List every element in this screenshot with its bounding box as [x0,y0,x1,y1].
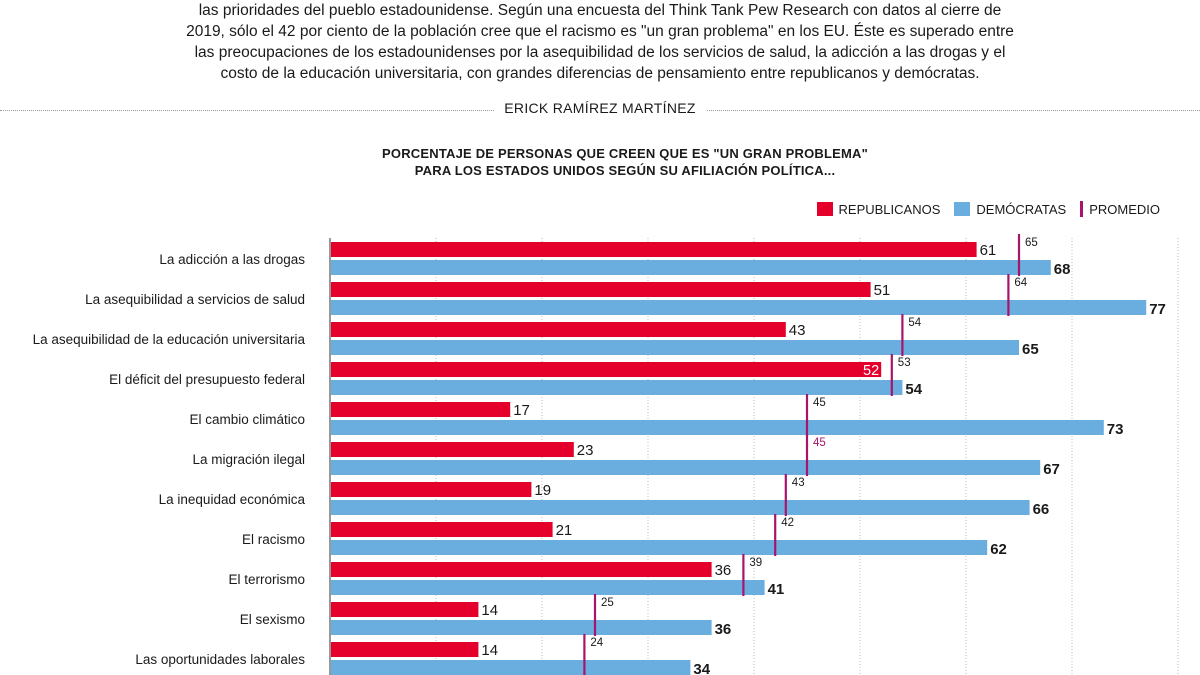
value-label-democratas: 41 [768,581,785,598]
category-label: La migración ilegal [192,452,305,467]
bar-democratas [331,340,1019,355]
legend-swatch-promedio [1080,201,1084,217]
category-label: La inequidad económica [159,492,306,507]
value-label-republicanos: 19 [534,482,551,499]
bar-republicanos [331,482,532,497]
chart-title-line: PARA LOS ESTADOS UNIDOS SEGÚN SU AFILIAC… [414,163,836,178]
value-label-promedio: 45 [813,437,826,449]
value-label-promedio: 25 [601,597,614,609]
chart-title-line: PORCENTAJE DE PERSONAS QUE CREEN QUE ES … [382,146,868,161]
category-label: Las oportunidades laborales [135,652,305,667]
bar-republicanos [331,562,712,577]
value-label-democratas: 77 [1149,301,1166,318]
value-label-republicanos: 14 [481,602,498,619]
bar-democratas [331,460,1041,475]
value-label-republicanos: 17 [513,402,530,419]
value-label-promedio: 24 [590,637,603,649]
value-label-democratas: 66 [1033,501,1050,518]
intro-line: las preocupaciones de los estadounidense… [194,44,1006,61]
category-label: La asequibilidad a servicios de salud [85,292,305,307]
value-label-republicanos: 52 [863,363,879,379]
value-label-democratas: 62 [990,541,1007,558]
value-label-promedio: 64 [1014,277,1027,289]
value-label-promedio: 42 [781,517,794,529]
category-label: El racismo [242,532,305,547]
bar-democratas [331,420,1104,435]
bar-republicanos [331,642,479,657]
legend-swatch-democratas [954,202,971,216]
legend-label: PROMEDIO [1089,201,1160,217]
value-label-republicanos: 14 [481,642,498,659]
legend-label: DEMÓCRATAS [976,201,1067,217]
value-label-republicanos: 36 [715,562,732,579]
intro-line: las prioridades del pueblo estadounidens… [198,2,1002,19]
bar-republicanos [331,362,882,377]
bar-democratas [331,580,765,595]
value-label-republicanos: 61 [980,242,997,259]
bar-democratas [331,540,988,555]
category-label: El déficit del presupuesto federal [109,372,305,387]
bar-democratas [331,620,712,635]
legend-item-democratas: DEMÓCRATAS [954,202,1066,217]
bar-democratas [331,500,1030,515]
legend-item-promedio: PROMEDIO [1080,201,1160,217]
value-label-democratas: 68 [1054,261,1071,278]
intro-line: costo de la educación universitaria, con… [220,65,980,82]
chart-legend: REPUBLICANOS DEMÓCRATAS PROMEDIO [816,201,1160,217]
article-intro: las prioridades del pueblo estadounidens… [150,0,1050,84]
value-label-promedio: 54 [908,317,921,329]
value-label-promedio: 45 [813,397,826,409]
value-label-promedio: 39 [749,557,762,569]
value-label-democratas: 65 [1022,341,1039,358]
chart-title: PORCENTAJE DE PERSONAS QUE CREEN QUE ES … [300,145,950,179]
value-label-promedio: 65 [1025,237,1038,249]
value-label-republicanos: 43 [789,322,806,339]
bar-republicanos [331,442,574,457]
bar-republicanos [331,242,977,257]
legend-item-republicanos: REPUBLICANOS [816,201,941,217]
value-label-democratas: 67 [1043,461,1060,478]
value-label-democratas: 73 [1107,421,1124,438]
bar-republicanos [331,522,553,537]
legend-label: REPUBLICANOS [838,201,941,217]
category-label: La asequibilidad de la educación univers… [33,332,306,347]
bar-republicanos [331,402,511,417]
bar-republicanos [331,602,479,617]
author-name: ERICK RAMÍREZ MARTÍNEZ [494,100,706,116]
category-label: La adicción a las drogas [159,252,305,267]
category-label: El terrorismo [228,572,305,587]
byline: ERICK RAMÍREZ MARTÍNEZ [0,100,1200,116]
value-label-republicanos: 23 [577,442,594,459]
intro-line: 2019, sólo el 42 por ciento de la poblac… [186,23,1014,40]
value-label-promedio: 43 [792,477,805,489]
category-label: El sexismo [240,612,305,627]
bar-democratas [331,260,1051,275]
value-label-democratas: 34 [693,661,710,675]
value-label-republicanos: 21 [556,522,573,539]
value-label-republicanos: 51 [874,282,891,299]
bar-democratas [331,300,1147,315]
value-label-promedio: 53 [898,357,911,369]
bar-republicanos [331,322,786,337]
category-label: El cambio climático [189,412,305,427]
value-label-democratas: 36 [715,621,732,638]
bar-democratas [331,380,903,395]
value-label-democratas: 54 [905,381,922,398]
legend-swatch-republicanos [816,202,833,216]
bar-democratas [331,660,691,675]
bar-republicanos [331,282,871,297]
